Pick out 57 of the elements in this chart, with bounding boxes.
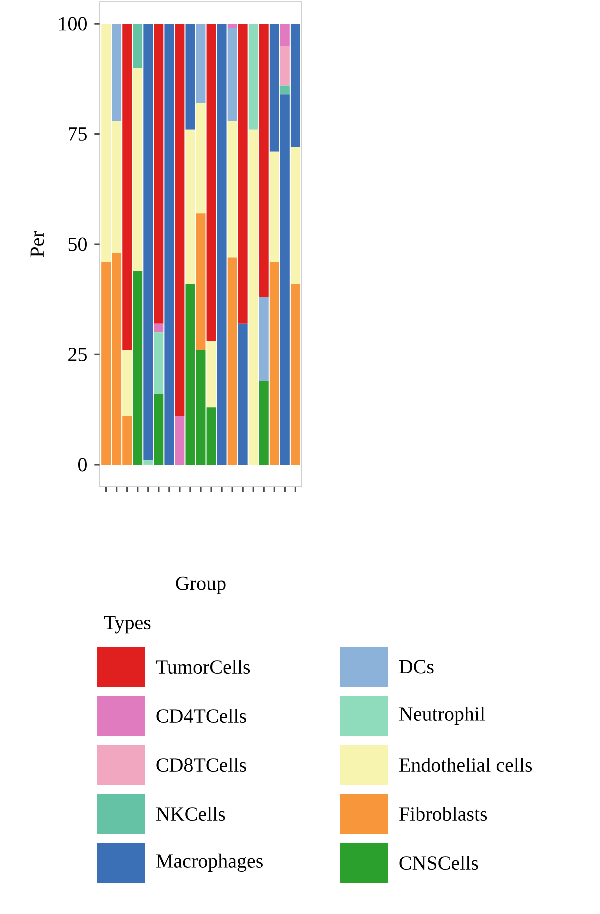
bar bbox=[259, 297, 269, 382]
y-tick-label: 0 bbox=[78, 458, 87, 472]
y-tick-label: 75 bbox=[69, 128, 87, 141]
bar bbox=[270, 262, 280, 465]
x-axis-title: Group bbox=[176, 576, 226, 594]
legend-label: Neutrophil bbox=[400, 706, 486, 726]
bar bbox=[144, 460, 154, 465]
bar bbox=[238, 324, 248, 465]
legend-title: Types bbox=[104, 616, 151, 634]
bar bbox=[154, 324, 164, 333]
bar bbox=[112, 24, 122, 122]
bar bbox=[290, 147, 300, 284]
bar bbox=[133, 68, 143, 271]
legend-label: NKCells bbox=[156, 806, 226, 822]
bar bbox=[280, 86, 290, 95]
bar bbox=[259, 381, 269, 465]
legend-label: TumorCells bbox=[156, 660, 250, 674]
bar bbox=[133, 24, 143, 68]
bar bbox=[144, 24, 154, 461]
bar bbox=[206, 24, 216, 342]
bar bbox=[154, 394, 164, 465]
legend-label: CD4TCells bbox=[156, 708, 246, 724]
bar bbox=[186, 24, 196, 130]
bar bbox=[238, 24, 248, 324]
bar bbox=[154, 24, 164, 324]
legend-label: Macrophages bbox=[156, 854, 263, 872]
bar bbox=[133, 270, 143, 465]
bar bbox=[217, 24, 227, 465]
y-tick-label: 50 bbox=[68, 238, 87, 252]
bar bbox=[206, 341, 216, 408]
bar bbox=[228, 258, 238, 465]
legend-label: CNSCells bbox=[400, 856, 478, 870]
bar bbox=[259, 24, 269, 298]
bar bbox=[280, 46, 290, 86]
y-tick-label: 25 bbox=[68, 348, 87, 362]
legend-label: DCs bbox=[400, 660, 434, 674]
bar bbox=[122, 24, 132, 350]
bar bbox=[122, 350, 132, 416]
bar bbox=[290, 284, 300, 465]
bar bbox=[270, 152, 280, 262]
bar bbox=[196, 24, 206, 104]
y-axis-title: Per bbox=[30, 231, 44, 258]
bar bbox=[164, 24, 174, 465]
bar bbox=[248, 130, 258, 465]
bar bbox=[154, 332, 164, 394]
bar bbox=[248, 24, 258, 130]
bar bbox=[228, 121, 238, 258]
bar bbox=[228, 28, 238, 122]
legend-label: CD8TCells bbox=[156, 758, 246, 772]
bar bbox=[280, 24, 290, 46]
legend-label: Endothelial cells bbox=[400, 758, 532, 772]
bar bbox=[228, 24, 238, 28]
bar bbox=[196, 214, 206, 350]
bar bbox=[175, 416, 185, 465]
bar bbox=[175, 24, 185, 416]
y-tick-label: 100 bbox=[59, 17, 87, 31]
legend-label: Fibroblasts bbox=[400, 806, 488, 822]
